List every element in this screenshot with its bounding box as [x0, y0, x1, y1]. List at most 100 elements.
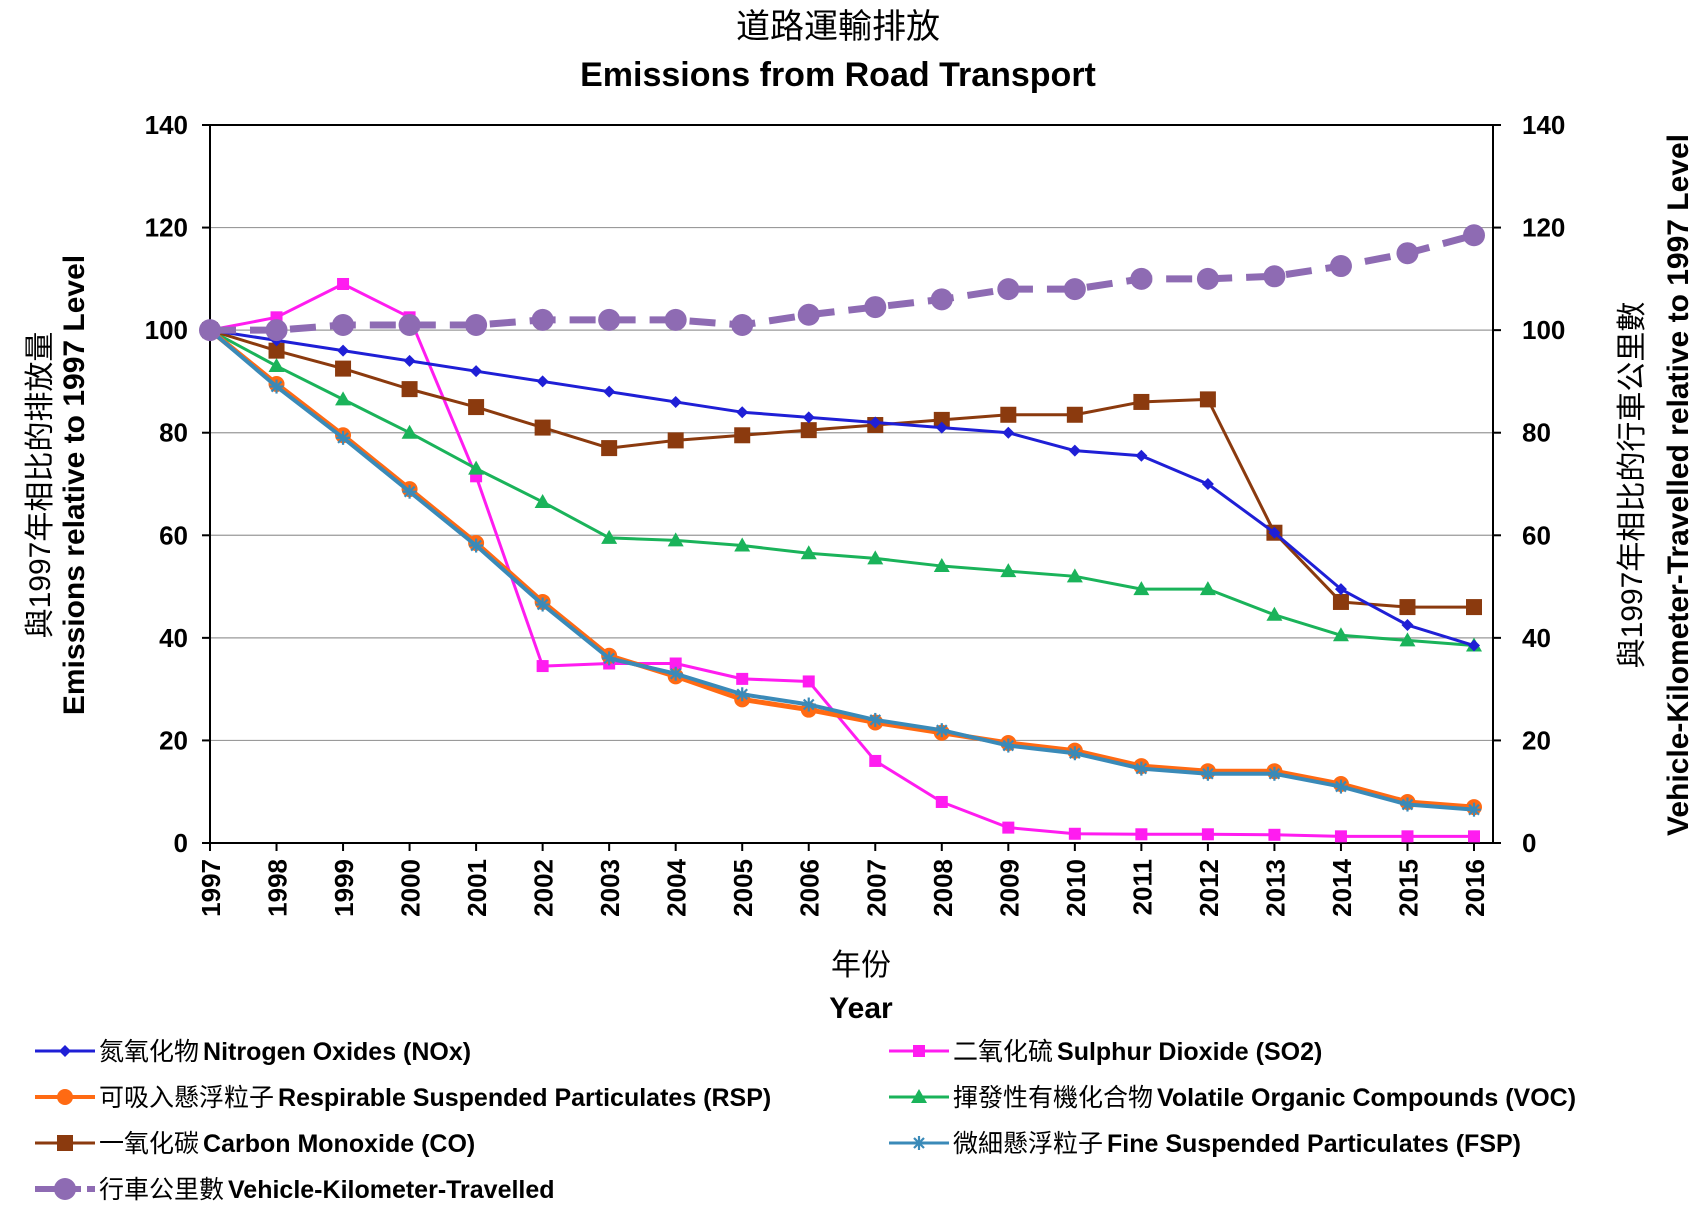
- legend-marker: [59, 1045, 71, 1057]
- point-fsp: [934, 723, 949, 738]
- point-vkt: [265, 319, 288, 342]
- point-vkt: [731, 314, 754, 337]
- point-fsp: [269, 379, 284, 394]
- star-stroke: [1401, 798, 1414, 811]
- point-so2: [935, 795, 948, 808]
- star-stroke: [736, 688, 748, 701]
- point-nox: [1002, 426, 1015, 439]
- point-voc: [468, 460, 485, 475]
- series-line-co: [209, 328, 1474, 609]
- point-so2: [669, 657, 682, 670]
- star-stroke: [337, 432, 349, 444]
- point-fsp: [469, 538, 484, 553]
- legend-marker: [913, 1045, 925, 1057]
- point-fsp: [402, 484, 417, 499]
- x-tick-label: 2009: [994, 859, 1024, 917]
- point-voc: [1332, 627, 1349, 642]
- series-rsp: [202, 322, 1482, 816]
- point-vkt: [864, 296, 887, 319]
- point-vkt: [1329, 255, 1352, 278]
- point-fsp: [735, 687, 750, 702]
- point-vkt: [332, 314, 355, 337]
- point-voc: [401, 424, 418, 439]
- point-co: [1066, 406, 1083, 423]
- point-so2: [736, 672, 749, 685]
- x-tick-label: 2013: [1260, 859, 1290, 917]
- point-voc: [867, 550, 884, 565]
- y2-tick-label: 20: [1522, 725, 1551, 755]
- point-fsp: [801, 697, 816, 712]
- legend-marker: [912, 1136, 926, 1150]
- chart-title: Emissions from Road Transport: [580, 56, 1096, 94]
- legend-label-en: Respirable Suspended Particulates (RSP): [278, 1084, 771, 1112]
- chart-title-zh: 道路運輸排放: [736, 8, 940, 46]
- point-vkt: [398, 314, 421, 337]
- point-co: [335, 360, 352, 377]
- legend-item-voc: 揮發性有機化合物 Volatile Organic Compounds (VOC): [889, 1084, 1576, 1112]
- legend-marker: [54, 1178, 76, 1200]
- y2-tick-label: 80: [1522, 418, 1551, 448]
- y-axis-right: 0 20 40 60 80 100 120 140: [1493, 110, 1565, 858]
- point-co: [1000, 406, 1017, 423]
- series-line-nox: [209, 328, 1475, 647]
- series-line-rsp: [208, 328, 1475, 810]
- point-voc: [800, 545, 817, 560]
- star-stroke: [869, 714, 882, 726]
- legend-item-vkt: 行車公里數 Vehicle-Kilometer-Travelled: [35, 1176, 555, 1204]
- x-tick-label: 2015: [1393, 859, 1423, 917]
- legend-label-zh: 氮氧化物: [99, 1038, 199, 1066]
- point-voc: [1266, 606, 1283, 621]
- point-fsp: [1200, 766, 1215, 781]
- point-fsp: [602, 651, 617, 666]
- legend-marker: [57, 1089, 73, 1105]
- x-tick-label: 1997: [196, 859, 226, 917]
- point-vkt: [1063, 278, 1086, 301]
- legend-label: 揮發性有機化合物 Volatile Organic Compounds (VOC): [953, 1084, 1576, 1112]
- legend-label-en: Sulphur Dioxide (SO2): [1057, 1038, 1322, 1066]
- legend-item-so2: 二氧化硫 Sulphur Dioxide (SO2): [889, 1038, 1322, 1066]
- y2-tick-label: 100: [1522, 315, 1565, 345]
- star-stroke: [270, 380, 283, 393]
- point-fsp: [1333, 779, 1348, 794]
- series-fsp: [203, 323, 1481, 817]
- point-vkt: [598, 308, 621, 331]
- point-nox: [1268, 526, 1281, 539]
- point-nox: [1468, 639, 1480, 652]
- y-tick-label: 0: [174, 828, 188, 858]
- point-so2: [1334, 830, 1347, 843]
- point-fsp: [535, 597, 550, 612]
- point-nox: [403, 354, 416, 367]
- point-voc: [1066, 568, 1083, 583]
- point-nox: [935, 421, 948, 434]
- point-vkt: [1463, 224, 1485, 247]
- y-tick-label: 80: [159, 418, 188, 448]
- legend-label-zh: 一氧化碳: [99, 1130, 199, 1158]
- point-voc: [734, 537, 751, 552]
- x-tick-label: 2005: [728, 859, 758, 917]
- point-co: [401, 381, 418, 398]
- x-tick-label: 2014: [1327, 858, 1357, 916]
- star-stroke: [1335, 780, 1347, 793]
- point-so2: [1068, 827, 1081, 840]
- point-co: [1133, 393, 1150, 410]
- point-voc: [1199, 581, 1216, 596]
- point-fsp: [1001, 738, 1016, 753]
- series-nox: [204, 324, 1480, 652]
- point-nox: [603, 385, 616, 398]
- point-voc: [1000, 563, 1017, 578]
- y2-tick-label: 60: [1522, 520, 1551, 550]
- point-co: [534, 419, 551, 436]
- point-co: [734, 427, 751, 444]
- legend-label-zh: 可吸入懸浮粒子: [99, 1084, 274, 1112]
- y2-axis-label: Vehicle-Kilometer-Travelled relative to …: [1662, 134, 1695, 836]
- legend-item-co: 一氧化碳 Carbon Monoxide (CO): [35, 1130, 475, 1158]
- legend-marker: [57, 1135, 73, 1151]
- point-voc: [534, 493, 551, 508]
- point-co: [1332, 593, 1349, 610]
- point-vkt: [1263, 265, 1286, 288]
- star-stroke: [1202, 767, 1214, 780]
- star-stroke: [1135, 762, 1148, 775]
- star-stroke: [536, 598, 549, 611]
- y-tick-label: 20: [159, 725, 188, 755]
